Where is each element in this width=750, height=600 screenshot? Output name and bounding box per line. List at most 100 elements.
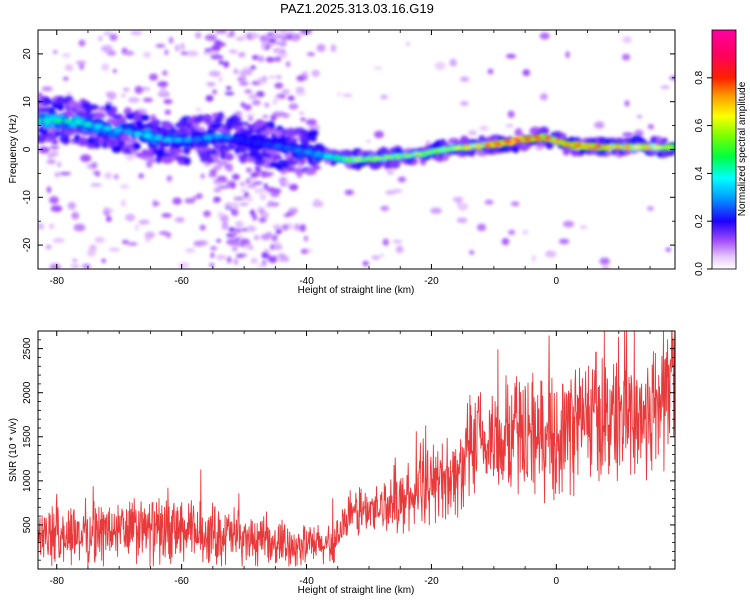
- noise-speckle: [272, 98, 278, 106]
- snr-frame: [37, 330, 676, 570]
- noise-speckle: [278, 253, 286, 259]
- colorbar-ticks: 0.0 0.2 0.4 0.6 0.8: [694, 70, 712, 276]
- noise-speckle: [211, 44, 221, 52]
- halo-blob: [224, 153, 234, 161]
- noise-speckle: [457, 202, 469, 211]
- noise-speckle: [218, 76, 223, 83]
- ridge-peak: [493, 142, 503, 146]
- ridge-blob: [670, 143, 675, 150]
- ridge-peak: [63, 118, 73, 123]
- halo-blob: [604, 151, 613, 156]
- noise-speckle: [449, 58, 458, 67]
- halo-blob: [57, 103, 64, 111]
- noise-speckle: [647, 124, 655, 130]
- halo-blob: [268, 120, 275, 130]
- noise-speckle: [62, 53, 71, 58]
- spectrogram-heatmap: [38, 30, 675, 269]
- noise-speckle: [311, 69, 320, 77]
- noise-speckle: [203, 210, 211, 218]
- halo-blob: [536, 143, 546, 148]
- noise-speckle: [330, 44, 337, 53]
- noise-speckle: [272, 234, 278, 242]
- ridge-blob: [53, 122, 62, 130]
- noise-speckle: [178, 262, 190, 269]
- ridge-peak: [513, 138, 523, 143]
- ridge-peak: [593, 145, 603, 150]
- noise-speckle: [274, 56, 282, 62]
- noise-speckle: [660, 85, 670, 89]
- halo-blob: [54, 130, 61, 137]
- halo-blob: [310, 135, 317, 142]
- noise-speckle: [262, 114, 269, 119]
- noise-speckle: [622, 36, 632, 44]
- noise-speckle: [253, 181, 263, 185]
- noise-speckle: [90, 183, 102, 187]
- noise-speckle: [217, 160, 228, 166]
- noise-speckle: [212, 89, 217, 95]
- ridge-peak: [293, 148, 303, 153]
- noise-speckle: [98, 35, 103, 42]
- halo-blob: [266, 126, 277, 133]
- ridge-blob: [49, 113, 58, 121]
- halo-blob: [329, 159, 337, 166]
- ridge-peak: [153, 135, 163, 140]
- noise-speckle: [229, 30, 235, 36]
- halo-blob: [87, 137, 96, 145]
- ridge-peak: [383, 155, 393, 160]
- ridge-peak: [663, 145, 672, 150]
- noise-speckle: [172, 197, 182, 205]
- noise-speckle: [228, 227, 236, 232]
- noise-speckle: [232, 173, 240, 180]
- noise-speckle: [397, 176, 407, 183]
- noise-speckle: [46, 159, 56, 164]
- spectrogram-noise: [38, 30, 675, 269]
- ridge-blob: [193, 131, 202, 139]
- noise-speckle: [230, 202, 239, 210]
- noise-speckle: [238, 202, 249, 206]
- noise-speckle: [157, 81, 169, 88]
- ridge-peak: [163, 137, 173, 142]
- noise-speckle: [228, 49, 238, 54]
- ridge-peak: [613, 145, 622, 150]
- noise-speckle: [265, 172, 274, 176]
- snr-series-line: [38, 331, 675, 567]
- noise-speckle: [82, 263, 91, 269]
- noise-speckle: [260, 171, 268, 178]
- halo-blob: [40, 135, 47, 141]
- colorbar-label: Normalized spectral amplitude: [737, 81, 748, 216]
- noise-speckle: [379, 253, 385, 258]
- noise-speckle: [205, 95, 214, 102]
- ridge-peak: [73, 120, 83, 125]
- noise-speckle: [233, 68, 238, 75]
- ridge-peak: [233, 136, 243, 141]
- noise-speckle: [231, 233, 238, 237]
- noise-speckle: [52, 238, 65, 243]
- ridge-peak: [303, 150, 313, 155]
- noise-speckle: [314, 198, 320, 206]
- noise-speckle: [305, 119, 317, 126]
- halo-blob: [161, 156, 174, 164]
- noise-speckle: [103, 31, 112, 36]
- y-tick-label: 20: [22, 48, 33, 60]
- halo-blob: [308, 129, 319, 137]
- noise-speckle: [199, 224, 206, 231]
- noise-speckle: [153, 202, 160, 206]
- noise-speckle: [636, 115, 643, 119]
- halo-blob: [389, 159, 401, 169]
- ridge-peak: [43, 118, 53, 123]
- ridge-peak: [423, 150, 433, 155]
- noise-speckle: [38, 223, 44, 230]
- noise-speckle: [291, 36, 299, 42]
- noise-speckle: [155, 44, 166, 48]
- noise-speckle: [229, 182, 236, 189]
- noise-speckle: [259, 194, 267, 201]
- noise-speckle: [218, 30, 227, 34]
- snr-y-ticks: 500 1000 1500 2000 2500: [22, 337, 675, 561]
- ridge-blob: [42, 121, 51, 129]
- ridge-peak: [533, 136, 543, 141]
- x-tick-label: -20: [424, 576, 439, 587]
- noise-speckle: [344, 189, 354, 196]
- colorbar-tick-label: 0.6: [694, 118, 705, 132]
- noise-speckle: [235, 237, 241, 241]
